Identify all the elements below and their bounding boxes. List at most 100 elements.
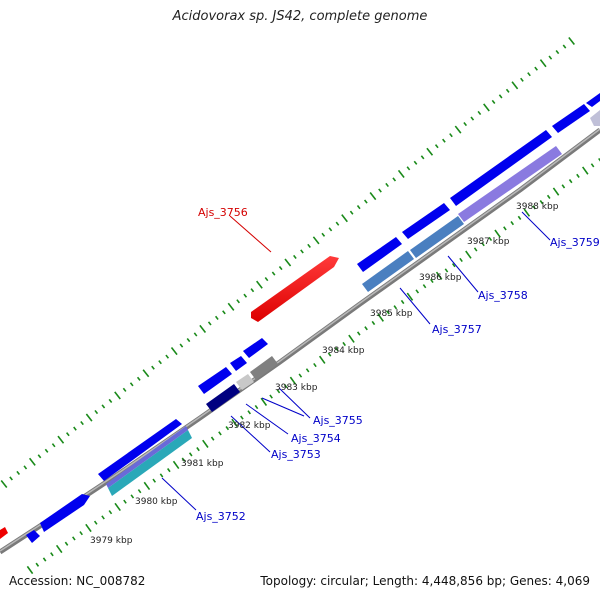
cog-tick xyxy=(321,232,326,237)
cog-tick xyxy=(539,200,544,205)
gene-ajs-3758[interactable] xyxy=(410,216,464,258)
cog-tick xyxy=(576,173,580,178)
gene-block[interactable] xyxy=(586,93,600,107)
gene-block[interactable] xyxy=(450,130,552,206)
outer-cog-ring xyxy=(0,36,575,489)
cog-tick xyxy=(284,258,292,267)
cog-tick xyxy=(65,432,70,437)
cog-tick xyxy=(240,415,244,420)
cog-tick xyxy=(254,404,259,410)
scale-label: 3985 kbp xyxy=(370,309,413,319)
cog-tick xyxy=(42,557,47,562)
gene-block[interactable] xyxy=(357,237,402,272)
cog-tick xyxy=(193,332,198,337)
gene-ajs-3755[interactable] xyxy=(250,356,278,380)
gene-label-ajs-3759[interactable]: Ajs_3759 xyxy=(550,236,600,249)
cog-tick xyxy=(318,355,326,364)
gene-ajs-3756[interactable] xyxy=(251,256,339,322)
cog-tick xyxy=(225,426,230,431)
cog-tick xyxy=(227,302,235,311)
cog-tick xyxy=(28,457,36,466)
accession-text: Accession: NC_008782 xyxy=(9,574,146,588)
cog-tick xyxy=(420,155,425,160)
gene-block[interactable] xyxy=(552,104,590,133)
gene-label-ajs-3754[interactable]: Ajs_3754 xyxy=(291,432,341,445)
cog-tick xyxy=(72,536,76,541)
cog-tick xyxy=(210,436,215,441)
cog-tick xyxy=(136,376,141,381)
cog-tick xyxy=(94,409,99,415)
gene-block[interactable] xyxy=(98,419,182,481)
gene-ajs-3759[interactable] xyxy=(458,146,562,222)
cog-tick xyxy=(307,243,311,248)
gene-ajs-3752-band[interactable] xyxy=(106,426,188,488)
cog-tick xyxy=(236,299,240,304)
cog-tick xyxy=(312,236,320,245)
cog-tick xyxy=(9,476,13,481)
cog-tick xyxy=(364,326,368,331)
cog-tick xyxy=(505,88,510,93)
cog-tick xyxy=(503,226,507,231)
scale-labels: 3979 kbp 3980 kbp 3981 kbp 3982 kbp 3983 kbp… xyxy=(90,202,559,546)
gene-label-ajs-3756[interactable]: Ajs_3756 xyxy=(198,206,248,219)
cog-tick xyxy=(50,552,54,557)
gene-label-ajs-3758[interactable]: Ajs_3758 xyxy=(478,289,528,302)
cog-tick xyxy=(167,468,171,473)
gene-red-left[interactable] xyxy=(0,527,8,539)
gene-block[interactable] xyxy=(26,530,40,543)
cog-tick xyxy=(129,382,134,387)
gene-label-ajs-3752[interactable]: Ajs_3752 xyxy=(196,510,246,523)
cog-tick xyxy=(470,116,475,121)
cog-tick xyxy=(385,182,389,188)
scale-label: 3980 kbp xyxy=(135,497,178,507)
cog-tick xyxy=(483,103,490,112)
gene-label-ajs-3755[interactable]: Ajs_3755 xyxy=(313,414,363,427)
cog-tick xyxy=(293,254,297,260)
scale-label: 3988 kbp xyxy=(516,202,559,212)
cog-tick xyxy=(392,177,397,182)
gene-ajs-3752[interactable] xyxy=(108,430,192,496)
gene-track-reverse xyxy=(26,93,600,543)
gene-block[interactable] xyxy=(198,367,232,394)
cog-tick xyxy=(459,257,463,263)
cog-tick xyxy=(179,343,184,348)
cog-tick xyxy=(539,59,547,68)
gene-ajs-3754[interactable] xyxy=(236,374,254,390)
topology-text: Topology: circular; Length: 4,448,856 bp… xyxy=(260,574,590,588)
cog-tick xyxy=(85,413,93,422)
scale-label: 3981 kbp xyxy=(181,459,224,469)
scale-label: 3983 kbp xyxy=(275,383,318,393)
map-title: Acidovorax sp. JS42, complete genome xyxy=(172,9,428,24)
gene-block[interactable] xyxy=(402,203,450,239)
gene-block[interactable] xyxy=(40,494,90,532)
gene-ajs-3757[interactable] xyxy=(362,251,414,292)
cog-tick xyxy=(371,320,376,326)
cog-tick xyxy=(523,208,531,217)
cog-tick xyxy=(159,473,164,478)
cog-tick xyxy=(534,66,538,71)
gene-label-ajs-3753[interactable]: Ajs_3753 xyxy=(271,448,321,461)
cog-tick xyxy=(562,44,567,49)
cog-tick xyxy=(552,187,560,196)
cog-tick xyxy=(454,125,462,134)
gene-label-ajs-3757[interactable]: Ajs_3757 xyxy=(432,323,482,336)
cog-tick xyxy=(298,373,303,378)
gene-block[interactable] xyxy=(230,356,247,371)
cog-tick xyxy=(188,452,193,457)
gene-ajs-3753[interactable] xyxy=(206,384,240,412)
cog-tick xyxy=(581,166,589,175)
cog-tick xyxy=(172,460,180,470)
genome-backbone xyxy=(0,128,600,555)
inner-cog-ring xyxy=(26,157,600,575)
gene-block[interactable] xyxy=(243,338,268,358)
cog-tick xyxy=(430,278,434,284)
gene-purple-right[interactable] xyxy=(590,110,600,126)
cog-tick xyxy=(250,288,255,293)
cog-tick xyxy=(79,531,83,536)
cog-tick xyxy=(142,369,150,378)
cog-tick xyxy=(130,494,135,499)
cog-tick xyxy=(561,184,566,189)
cog-tick xyxy=(152,478,157,483)
cog-tick xyxy=(406,292,414,301)
